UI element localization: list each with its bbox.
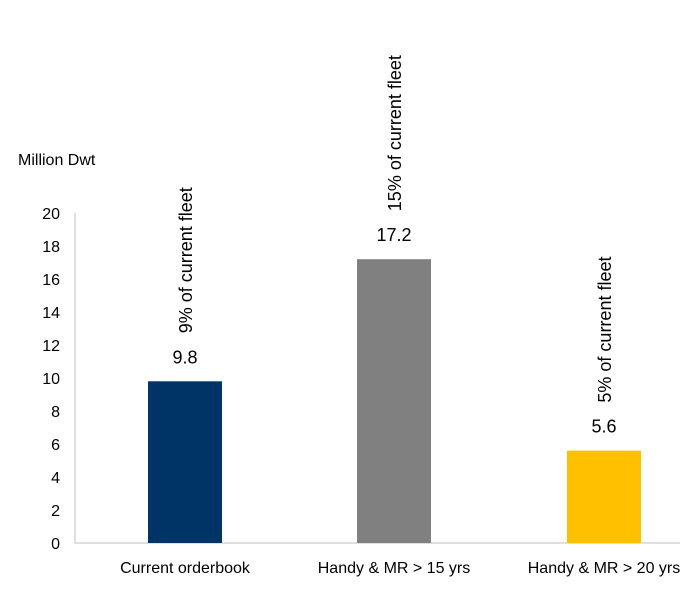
data-label: 9.8 <box>172 347 197 367</box>
x-category-label: Handy & MR > 15 yrs <box>318 560 471 577</box>
y-tick-label: 14 <box>42 305 60 322</box>
fleet-share-annotation: 5% of current fleet <box>595 257 615 403</box>
y-tick-label: 4 <box>51 470 60 487</box>
x-axis-labels: Current orderbook Handy & MR > 15 yrs Hand… <box>120 560 680 577</box>
data-label: 5.6 <box>591 417 616 437</box>
y-tick-label: 12 <box>42 338 60 355</box>
bar <box>567 450 641 543</box>
y-tick-label: 8 <box>51 404 60 421</box>
fleet-share-annotation: 15% of current fleet <box>385 55 405 211</box>
y-axis-label: Million Dwt <box>18 152 96 169</box>
bar <box>357 259 431 543</box>
bar-labels: 9.8 9% of current fleet 17.2 15% of current… <box>172 55 616 436</box>
y-tick-label: 20 <box>42 206 60 223</box>
y-tick-label: 0 <box>51 536 60 553</box>
y-tick-label: 18 <box>42 239 60 256</box>
data-label: 17.2 <box>376 225 411 245</box>
y-tick-label: 2 <box>51 503 60 520</box>
y-axis-ticks: 0 2 4 6 8 10 12 14 16 18 20 <box>42 206 60 553</box>
x-category-label: Current orderbook <box>120 560 251 577</box>
fleet-share-annotation: 9% of current fleet <box>176 187 196 333</box>
x-category-label: Handy & MR > 20 yrs <box>528 560 681 577</box>
y-tick-label: 6 <box>51 437 60 454</box>
bar <box>148 381 222 543</box>
y-tick-label: 16 <box>42 272 60 289</box>
y-tick-label: 10 <box>42 371 60 388</box>
bar-series <box>148 259 641 543</box>
